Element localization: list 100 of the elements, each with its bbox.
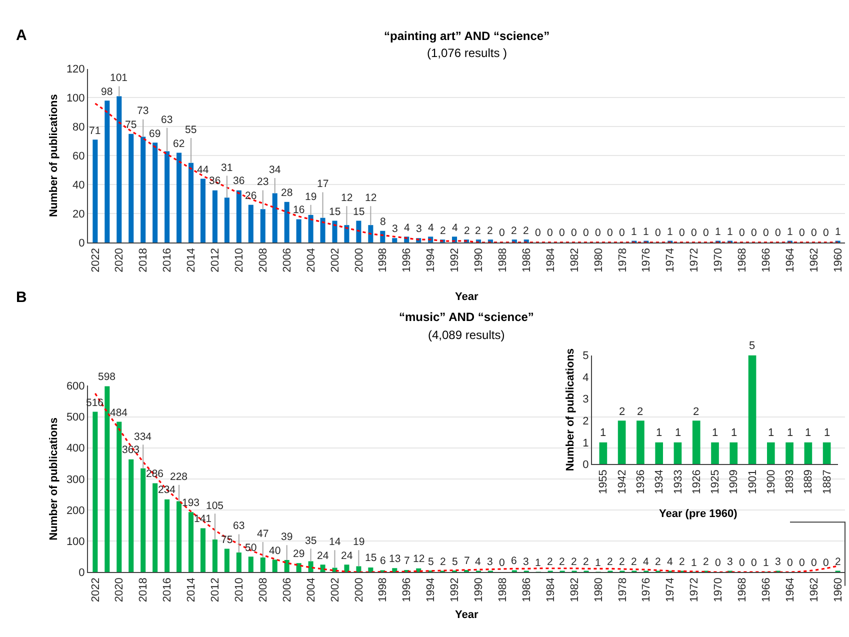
data-label: 2 bbox=[693, 406, 700, 418]
bar bbox=[674, 442, 682, 464]
data-label: 2 bbox=[464, 225, 470, 237]
bar bbox=[164, 151, 170, 242]
bar bbox=[822, 442, 831, 464]
data-label: 0 bbox=[811, 227, 817, 239]
bar bbox=[368, 567, 374, 572]
bar bbox=[332, 220, 338, 242]
data-label: 2 bbox=[631, 556, 637, 568]
bar bbox=[200, 528, 206, 572]
data-label: 2 bbox=[523, 225, 529, 237]
bar bbox=[212, 539, 218, 572]
y-tick-label: 2 bbox=[582, 415, 589, 428]
bar bbox=[176, 501, 182, 572]
x-tick-label: 1968 bbox=[736, 248, 749, 272]
bar bbox=[296, 563, 302, 572]
x-tick-label: 2022 bbox=[90, 248, 102, 272]
x-tick-label: 1992 bbox=[449, 248, 462, 272]
x-tick-label: 1966 bbox=[760, 248, 773, 272]
bar bbox=[164, 499, 170, 572]
data-label: 1 bbox=[731, 427, 738, 439]
y-tick-label: 80 bbox=[72, 122, 85, 134]
x-tick-label: 1966 bbox=[760, 578, 773, 602]
data-label: 23 bbox=[257, 176, 269, 188]
data-label: 69 bbox=[149, 128, 161, 140]
data-label: 0 bbox=[775, 227, 781, 239]
bar bbox=[128, 459, 134, 572]
x-tick-label: 1960 bbox=[832, 248, 844, 272]
data-label: 0 bbox=[739, 227, 745, 239]
data-label: 0 bbox=[799, 227, 805, 239]
x-tick-label: 2006 bbox=[281, 578, 294, 602]
y-tick-label: 600 bbox=[66, 380, 85, 393]
bar bbox=[392, 238, 398, 242]
y-tick-label: 0 bbox=[582, 459, 589, 472]
data-label: 98 bbox=[101, 86, 113, 98]
data-label: 6 bbox=[511, 555, 517, 567]
x-tick-label: 1976 bbox=[640, 248, 653, 272]
bar bbox=[296, 219, 302, 242]
bar bbox=[368, 225, 374, 242]
data-label: 0 bbox=[823, 557, 829, 569]
data-label: 17 bbox=[317, 178, 329, 190]
x-tick-label: 2004 bbox=[305, 578, 318, 602]
y-tick-label: 300 bbox=[66, 474, 85, 486]
bar bbox=[786, 442, 794, 464]
bar bbox=[272, 560, 278, 572]
x-tick-label: 1988 bbox=[497, 578, 510, 602]
x-tick-label: 2004 bbox=[305, 248, 318, 272]
y-tick-label: 4 bbox=[582, 372, 589, 384]
y-tick-label: 3 bbox=[582, 394, 589, 406]
x-tick-label: 2012 bbox=[210, 248, 222, 272]
data-label: 2 bbox=[607, 556, 613, 568]
data-label: 2 bbox=[511, 225, 517, 237]
bar bbox=[636, 420, 644, 464]
y-axis-title: Number of publications bbox=[564, 348, 576, 472]
y-tick-label: 5 bbox=[582, 350, 589, 362]
x-tick-label: 2022 bbox=[90, 578, 102, 602]
data-label: 29 bbox=[293, 548, 305, 560]
bar bbox=[200, 178, 206, 242]
data-label: 0 bbox=[691, 227, 697, 239]
bar bbox=[804, 442, 812, 464]
x-tick-label: 1968 bbox=[736, 578, 749, 602]
data-label: 36 bbox=[233, 175, 245, 187]
x-tick-label: 1980 bbox=[592, 578, 605, 602]
data-label: 0 bbox=[739, 557, 745, 569]
data-label: 141 bbox=[194, 513, 212, 525]
data-label: 2 bbox=[619, 406, 626, 418]
x-tick-label: 1942 bbox=[616, 470, 628, 494]
bar bbox=[344, 564, 350, 572]
x-tick-label: 2014 bbox=[186, 248, 198, 272]
data-label: 1 bbox=[631, 226, 637, 238]
data-label: 12 bbox=[413, 553, 425, 565]
data-label: 2 bbox=[475, 225, 481, 237]
y-tick-label: 1 bbox=[582, 437, 589, 450]
x-tick-label: 2006 bbox=[281, 248, 294, 272]
data-label: 1 bbox=[824, 427, 830, 439]
text: A bbox=[16, 27, 27, 44]
data-label: 12 bbox=[341, 192, 353, 204]
bar bbox=[320, 564, 326, 572]
x-tick-label: 1962 bbox=[808, 248, 820, 272]
data-label: 4 bbox=[428, 222, 434, 234]
x-tick-label: 1972 bbox=[688, 578, 701, 602]
data-label: 4 bbox=[667, 556, 673, 568]
x-tick-label: 1998 bbox=[377, 578, 390, 602]
y-tick-label: 400 bbox=[66, 442, 85, 455]
y-tick-label: 20 bbox=[72, 208, 85, 220]
data-label: 50 bbox=[245, 542, 257, 554]
x-tick-label: 1994 bbox=[425, 578, 438, 602]
data-label: 0 bbox=[679, 227, 685, 239]
data-label: 12 bbox=[365, 192, 377, 204]
data-label: 55 bbox=[185, 124, 197, 136]
data-label: 363 bbox=[122, 444, 140, 456]
x-tick-label: 2014 bbox=[186, 578, 198, 602]
x-tick-label: 2000 bbox=[353, 248, 366, 272]
data-label: 34 bbox=[269, 164, 281, 176]
data-label: 2 bbox=[835, 556, 841, 568]
x-tick-label: 1982 bbox=[568, 578, 581, 602]
bar bbox=[599, 442, 608, 464]
data-label: 40 bbox=[269, 545, 281, 557]
bar bbox=[320, 218, 326, 242]
data-label: 0 bbox=[499, 557, 505, 569]
